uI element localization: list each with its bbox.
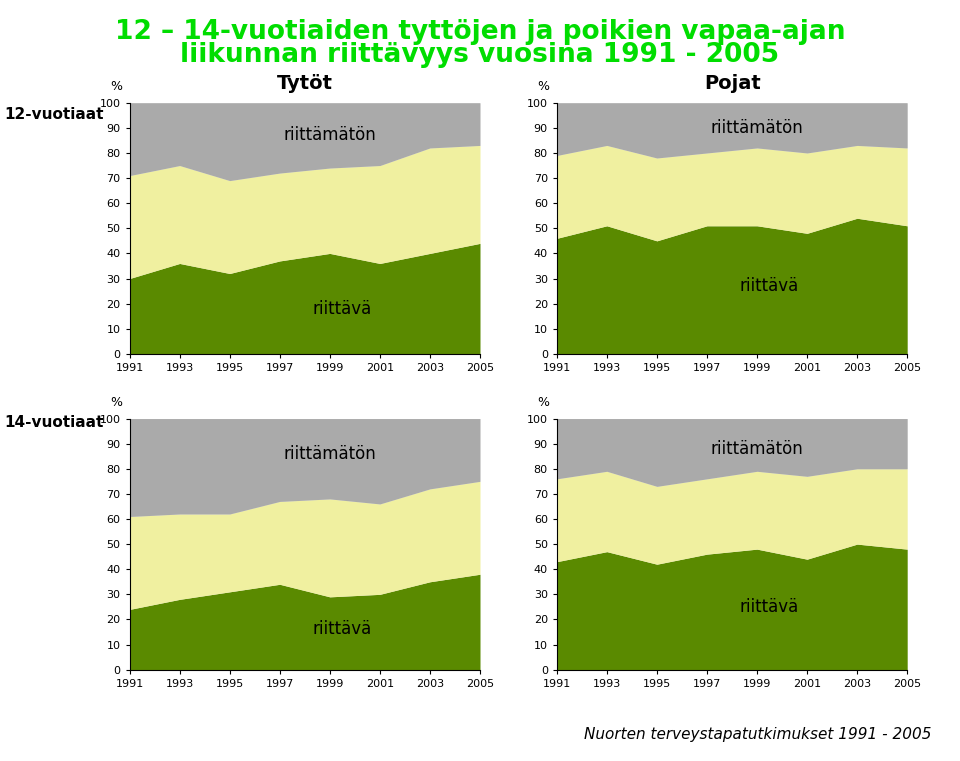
Text: 12-vuotiaat: 12-vuotiaat xyxy=(5,107,105,122)
Text: 14-vuotiaat: 14-vuotiaat xyxy=(5,415,105,430)
Text: liikunnan riittävyys vuosina 1991 - 2005: liikunnan riittävyys vuosina 1991 - 2005 xyxy=(180,42,780,68)
Text: 12 – 14-vuotiaiden tyttöjen ja poikien vapaa-ajan: 12 – 14-vuotiaiden tyttöjen ja poikien v… xyxy=(115,19,845,45)
Text: Pojat: Pojat xyxy=(704,74,761,93)
Text: riittämätön: riittämätön xyxy=(283,444,376,463)
Text: riittävä: riittävä xyxy=(740,598,799,616)
Text: Tytöt: Tytöt xyxy=(277,74,333,93)
Text: Nuorten terveystapatutkimukset 1991 - 2005: Nuorten terveystapatutkimukset 1991 - 20… xyxy=(584,727,931,742)
Text: %: % xyxy=(538,80,549,93)
Text: riittävä: riittävä xyxy=(313,300,372,317)
Text: %: % xyxy=(110,80,122,93)
Text: %: % xyxy=(538,396,549,409)
Text: riittämätön: riittämätön xyxy=(710,440,804,457)
Text: riittävä: riittävä xyxy=(313,620,372,638)
Text: riittävä: riittävä xyxy=(740,277,799,295)
Text: %: % xyxy=(110,396,122,409)
Text: riittämätön: riittämätön xyxy=(710,119,804,137)
Text: riittämätön: riittämätön xyxy=(283,126,376,145)
